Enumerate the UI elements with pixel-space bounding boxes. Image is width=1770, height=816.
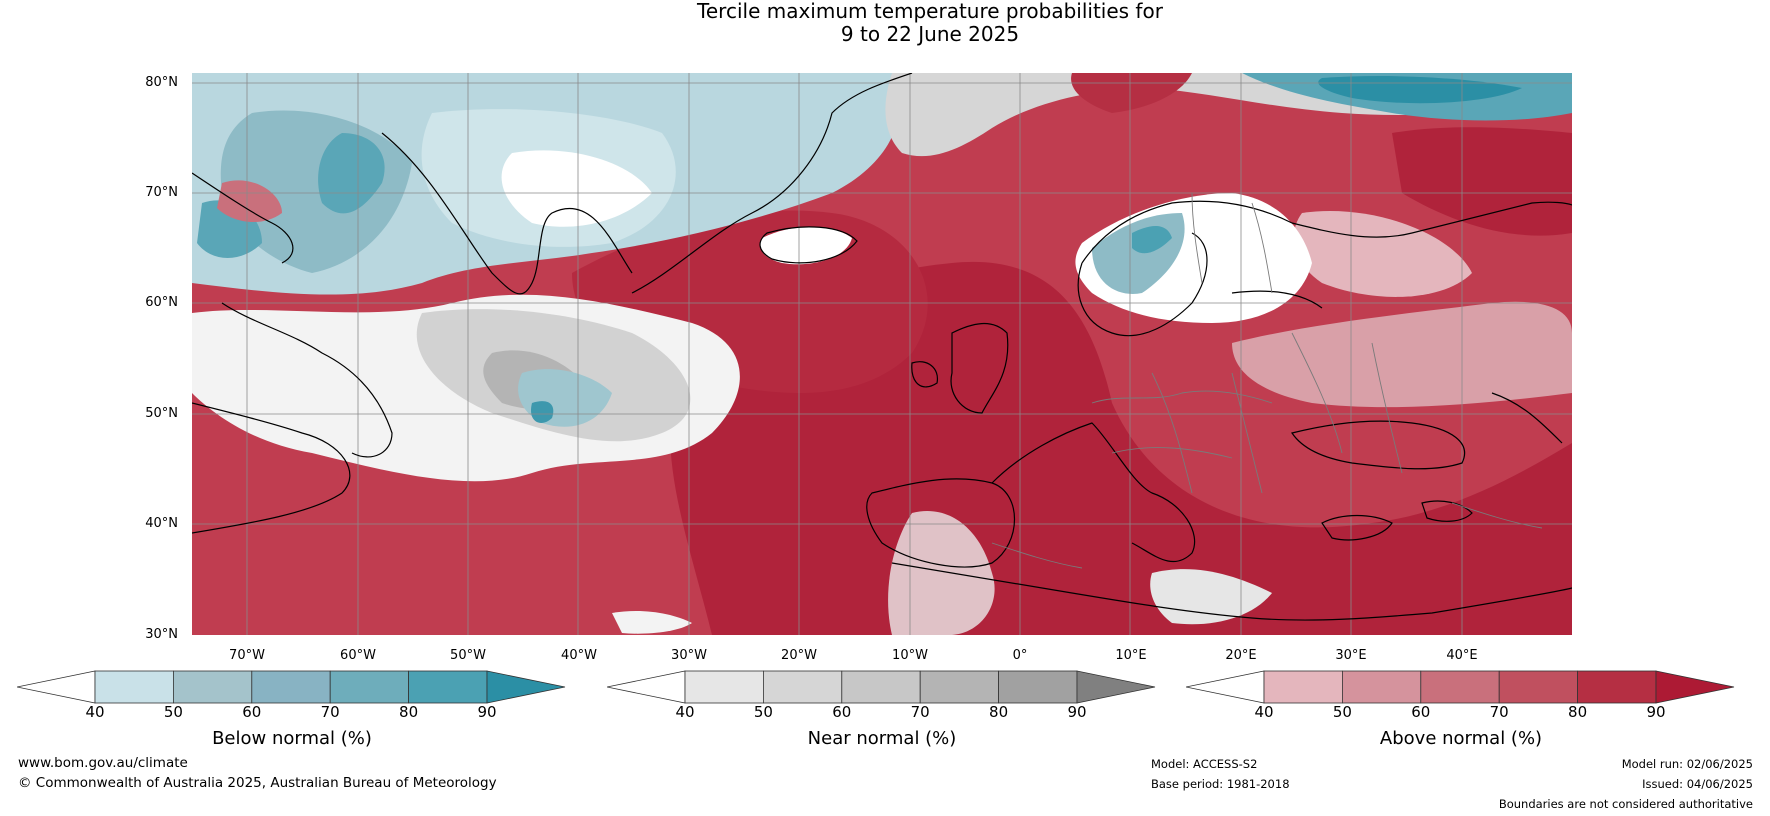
lon-label-50w: 50°W	[450, 648, 486, 663]
lat-label-70n: 70°N	[145, 185, 178, 200]
colorbar-extend-low	[1186, 670, 1265, 704]
lon-label-10w: 10°W	[892, 648, 928, 663]
colorbar-segment	[919, 670, 1000, 704]
lon-label-10e: 10°E	[1115, 648, 1147, 663]
map-coastlines	[192, 73, 1572, 621]
colorbar-tick-label: 40	[675, 703, 695, 721]
colorbar-tick-label: 80	[1568, 703, 1588, 721]
colorbar-segment	[251, 670, 331, 704]
colorbar-near-normal	[607, 670, 1156, 704]
chart-title: Tercile maximum temperature probabilitie…	[0, 0, 1770, 46]
colorbar-above-normal	[1186, 670, 1735, 704]
colorbar-extend-high	[1655, 670, 1735, 704]
colorbar-segment	[329, 670, 410, 704]
footer-base-period: Base period: 1981-2018	[1151, 777, 1290, 791]
lon-label-20e: 20°E	[1225, 648, 1257, 663]
lat-label-60n: 60°N	[145, 295, 178, 310]
colorbar-tick-label: 60	[242, 703, 262, 721]
footer-model: Model: ACCESS-S2	[1151, 757, 1258, 771]
colorbar-segment	[1341, 670, 1422, 704]
footer-copyright: © Commonwealth of Australia 2025, Austra…	[18, 775, 497, 791]
colorbar-extend-high	[1076, 670, 1156, 704]
title-line-1: Tercile maximum temperature probabilitie…	[697, 0, 1163, 23]
colorbar-tick-label: 50	[163, 703, 183, 721]
colorbar-title-below: Below normal (%)	[212, 728, 372, 749]
title-line-2: 9 to 22 June 2025	[840, 22, 1020, 46]
lon-label-70w: 70°W	[229, 648, 265, 663]
colorbar-tick-label: 60	[832, 703, 852, 721]
colorbar-segment	[998, 670, 1078, 704]
colorbar-tick-label: 40	[1254, 703, 1274, 721]
colorbar-extend-high	[486, 670, 566, 704]
colorbar-extend-low	[17, 670, 96, 704]
colorbar-segment	[684, 670, 764, 704]
colorbar-tick-label: 60	[1411, 703, 1431, 721]
colorbar-tick-label: 70	[910, 703, 930, 721]
footer-model-run: Model run: 02/06/2025	[1621, 757, 1753, 771]
lat-label-30n: 30°N	[145, 627, 178, 642]
colorbar-segment	[762, 670, 843, 704]
colorbar-tick-label: 90	[477, 703, 497, 721]
lon-label-30w: 30°W	[671, 648, 707, 663]
colorbar-tick-label: 80	[989, 703, 1009, 721]
colorbar-below-normal	[17, 670, 566, 704]
lat-label-80n: 80°N	[145, 75, 178, 90]
lon-label-40w: 40°W	[561, 648, 597, 663]
colorbar-tick-label: 70	[320, 703, 340, 721]
colorbar-tick-label: 50	[753, 703, 773, 721]
colorbar-tick-label: 80	[399, 703, 419, 721]
colorbar-segment	[1420, 670, 1500, 704]
footer-issued: Issued: 04/06/2025	[1642, 777, 1753, 791]
colorbar-title-near: Near normal (%)	[807, 728, 957, 749]
footer-disclaimer: Boundaries are not considered authoritat…	[1498, 797, 1753, 811]
lat-label-50n: 50°N	[145, 406, 178, 421]
colorbar-tick-label: 70	[1489, 703, 1509, 721]
colorbar-tick-label: 50	[1332, 703, 1352, 721]
lon-label-40e: 40°E	[1446, 648, 1478, 663]
footer-website: www.bom.gov.au/climate	[18, 755, 188, 771]
lon-label-30e: 30°E	[1335, 648, 1367, 663]
colorbar-segment	[1577, 670, 1657, 704]
colorbar-tick-label: 40	[85, 703, 105, 721]
colorbar-extend-low	[607, 670, 686, 704]
lon-label-60w: 60°W	[340, 648, 376, 663]
colorbar-segment	[408, 670, 488, 704]
colorbar-tick-label: 90	[1067, 703, 1087, 721]
colorbar-segment	[1498, 670, 1579, 704]
colorbar-tick-label: 90	[1646, 703, 1666, 721]
lon-label-0: 0°	[1012, 648, 1028, 663]
colorbar-segment	[94, 670, 174, 704]
map-borders	[991, 192, 1543, 569]
colorbar-segment	[1263, 670, 1343, 704]
colorbar-title-above: Above normal (%)	[1379, 728, 1543, 749]
lat-label-40n: 40°N	[145, 516, 178, 531]
probability-map	[192, 73, 1572, 635]
map-canvas	[192, 73, 1572, 635]
map-gridlines	[192, 73, 1572, 635]
colorbar-segment	[172, 670, 253, 704]
lon-label-20w: 20°W	[781, 648, 817, 663]
colorbar-segment	[841, 670, 921, 704]
